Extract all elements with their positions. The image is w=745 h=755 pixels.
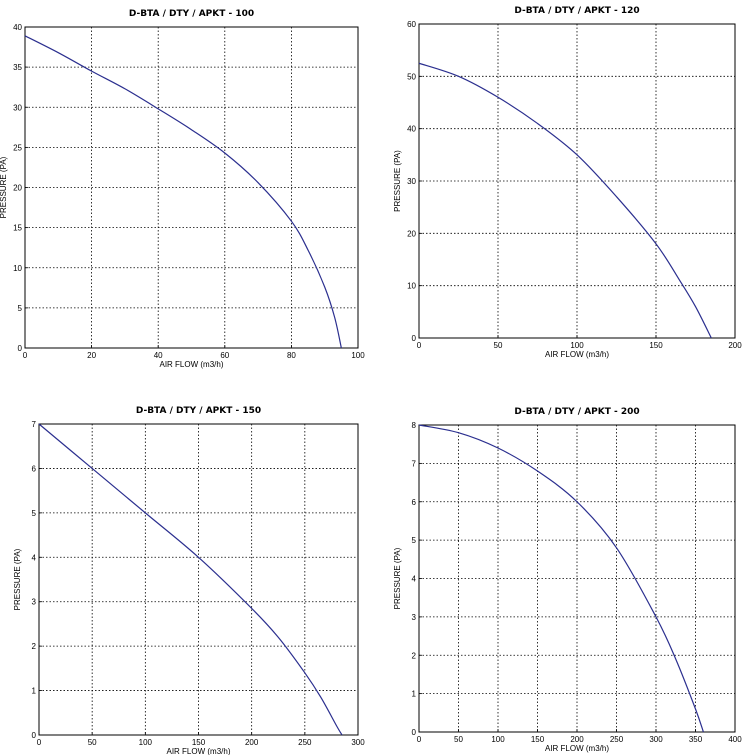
x-axis-label: AIR FLOW (m3/h) [545,350,609,359]
series-line [38,423,343,736]
y-tick-label: 20 [13,184,22,193]
x-axis-label: AIR FLOW (m3/h) [166,747,230,755]
y-tick-label: 20 [407,229,416,238]
y-tick-label: 2 [412,651,417,660]
series-line [418,62,712,339]
y-tick-label: 7 [32,420,37,429]
x-tick-label: 200 [245,738,259,747]
y-tick-label: 25 [13,143,22,152]
x-tick-label: 200 [570,735,584,744]
series-line [24,35,342,349]
y-tick-label: 3 [412,613,417,622]
y-tick-label: 50 [407,72,416,81]
y-tick-label: 1 [412,690,417,699]
x-tick-label: 100 [139,738,153,747]
x-tick-label: 0 [417,341,422,350]
x-tick-label: 0 [23,351,28,360]
y-tick-label: 10 [13,264,22,273]
x-tick-label: 150 [649,341,663,350]
y-tick-label: 30 [13,103,22,112]
y-tick-label: 5 [18,304,23,313]
x-tick-label: 150 [192,738,206,747]
y-tick-label: 35 [13,63,22,72]
y-axis-label: PRESSURE (PA) [393,150,402,212]
y-tick-label: 8 [412,421,417,430]
y-tick-label: 2 [32,642,37,651]
y-tick-label: 10 [407,282,416,291]
y-tick-label: 5 [32,509,37,518]
y-tick-label: 6 [412,498,417,507]
x-tick-label: 300 [351,738,365,747]
y-tick-label: 40 [13,23,22,32]
x-tick-label: 40 [154,351,163,360]
x-tick-label: 0 [37,738,42,747]
y-tick-label: 4 [32,553,37,562]
chart-panel-2: D-BTA / DTY / APKT - 120 0 50 100 150 200 0 10 2… [393,6,742,359]
x-tick-label: 100 [351,351,365,360]
x-tick-label: 300 [649,735,663,744]
x-axis-label: AIR FLOW (m3/h) [159,360,223,369]
x-tick-label: 100 [491,735,505,744]
x-tick-label: 20 [87,351,96,360]
y-tick-label: 0 [32,731,37,740]
x-tick-label: 50 [88,738,97,747]
y-axis-label: PRESSURE (PA) [0,156,8,218]
x-tick-label: 60 [220,351,229,360]
x-axis-label: AIR FLOW (m3/h) [545,744,609,753]
chart-title: D-BTA / DTY / APKT - 150 [136,406,261,416]
chart-title: D-BTA / DTY / APKT - 200 [514,407,639,417]
y-tick-label: 0 [18,344,23,353]
x-tick-label: 350 [689,735,703,744]
y-tick-label: 0 [412,334,417,343]
y-tick-label: 3 [32,598,37,607]
y-axis-label: PRESSURE (PA) [393,547,402,609]
x-tick-label: 80 [287,351,296,360]
x-tick-label: 50 [494,341,503,350]
x-tick-label: 250 [298,738,312,747]
y-axis-label: PRESSURE (PA) [13,548,22,610]
y-tick-label: 0 [412,728,417,737]
y-tick-label: 7 [412,459,417,468]
x-tick-label: 400 [728,735,742,744]
x-tick-label: 150 [531,735,545,744]
y-tick-label: 4 [412,575,417,584]
chart-title: D-BTA / DTY / APKT - 120 [514,6,639,16]
x-tick-label: 0 [417,735,422,744]
y-tick-label: 40 [407,125,416,134]
series-line [418,424,704,733]
y-tick-label: 1 [32,687,37,696]
y-tick-label: 30 [407,177,416,186]
y-tick-label: 5 [412,536,417,545]
y-tick-label: 15 [13,224,22,233]
chart-title: D-BTA / DTY / APKT - 100 [129,9,254,19]
chart-panel-1: D-BTA / DTY / APKT - 100 0 20 40 60 80 100 0 5 10… [0,9,365,369]
x-tick-label: 50 [454,735,463,744]
x-tick-label: 250 [610,735,624,744]
y-tick-label: 6 [32,464,37,473]
y-tick-label: 60 [407,20,416,29]
x-tick-label: 100 [570,341,584,350]
x-tick-label: 200 [728,341,742,350]
